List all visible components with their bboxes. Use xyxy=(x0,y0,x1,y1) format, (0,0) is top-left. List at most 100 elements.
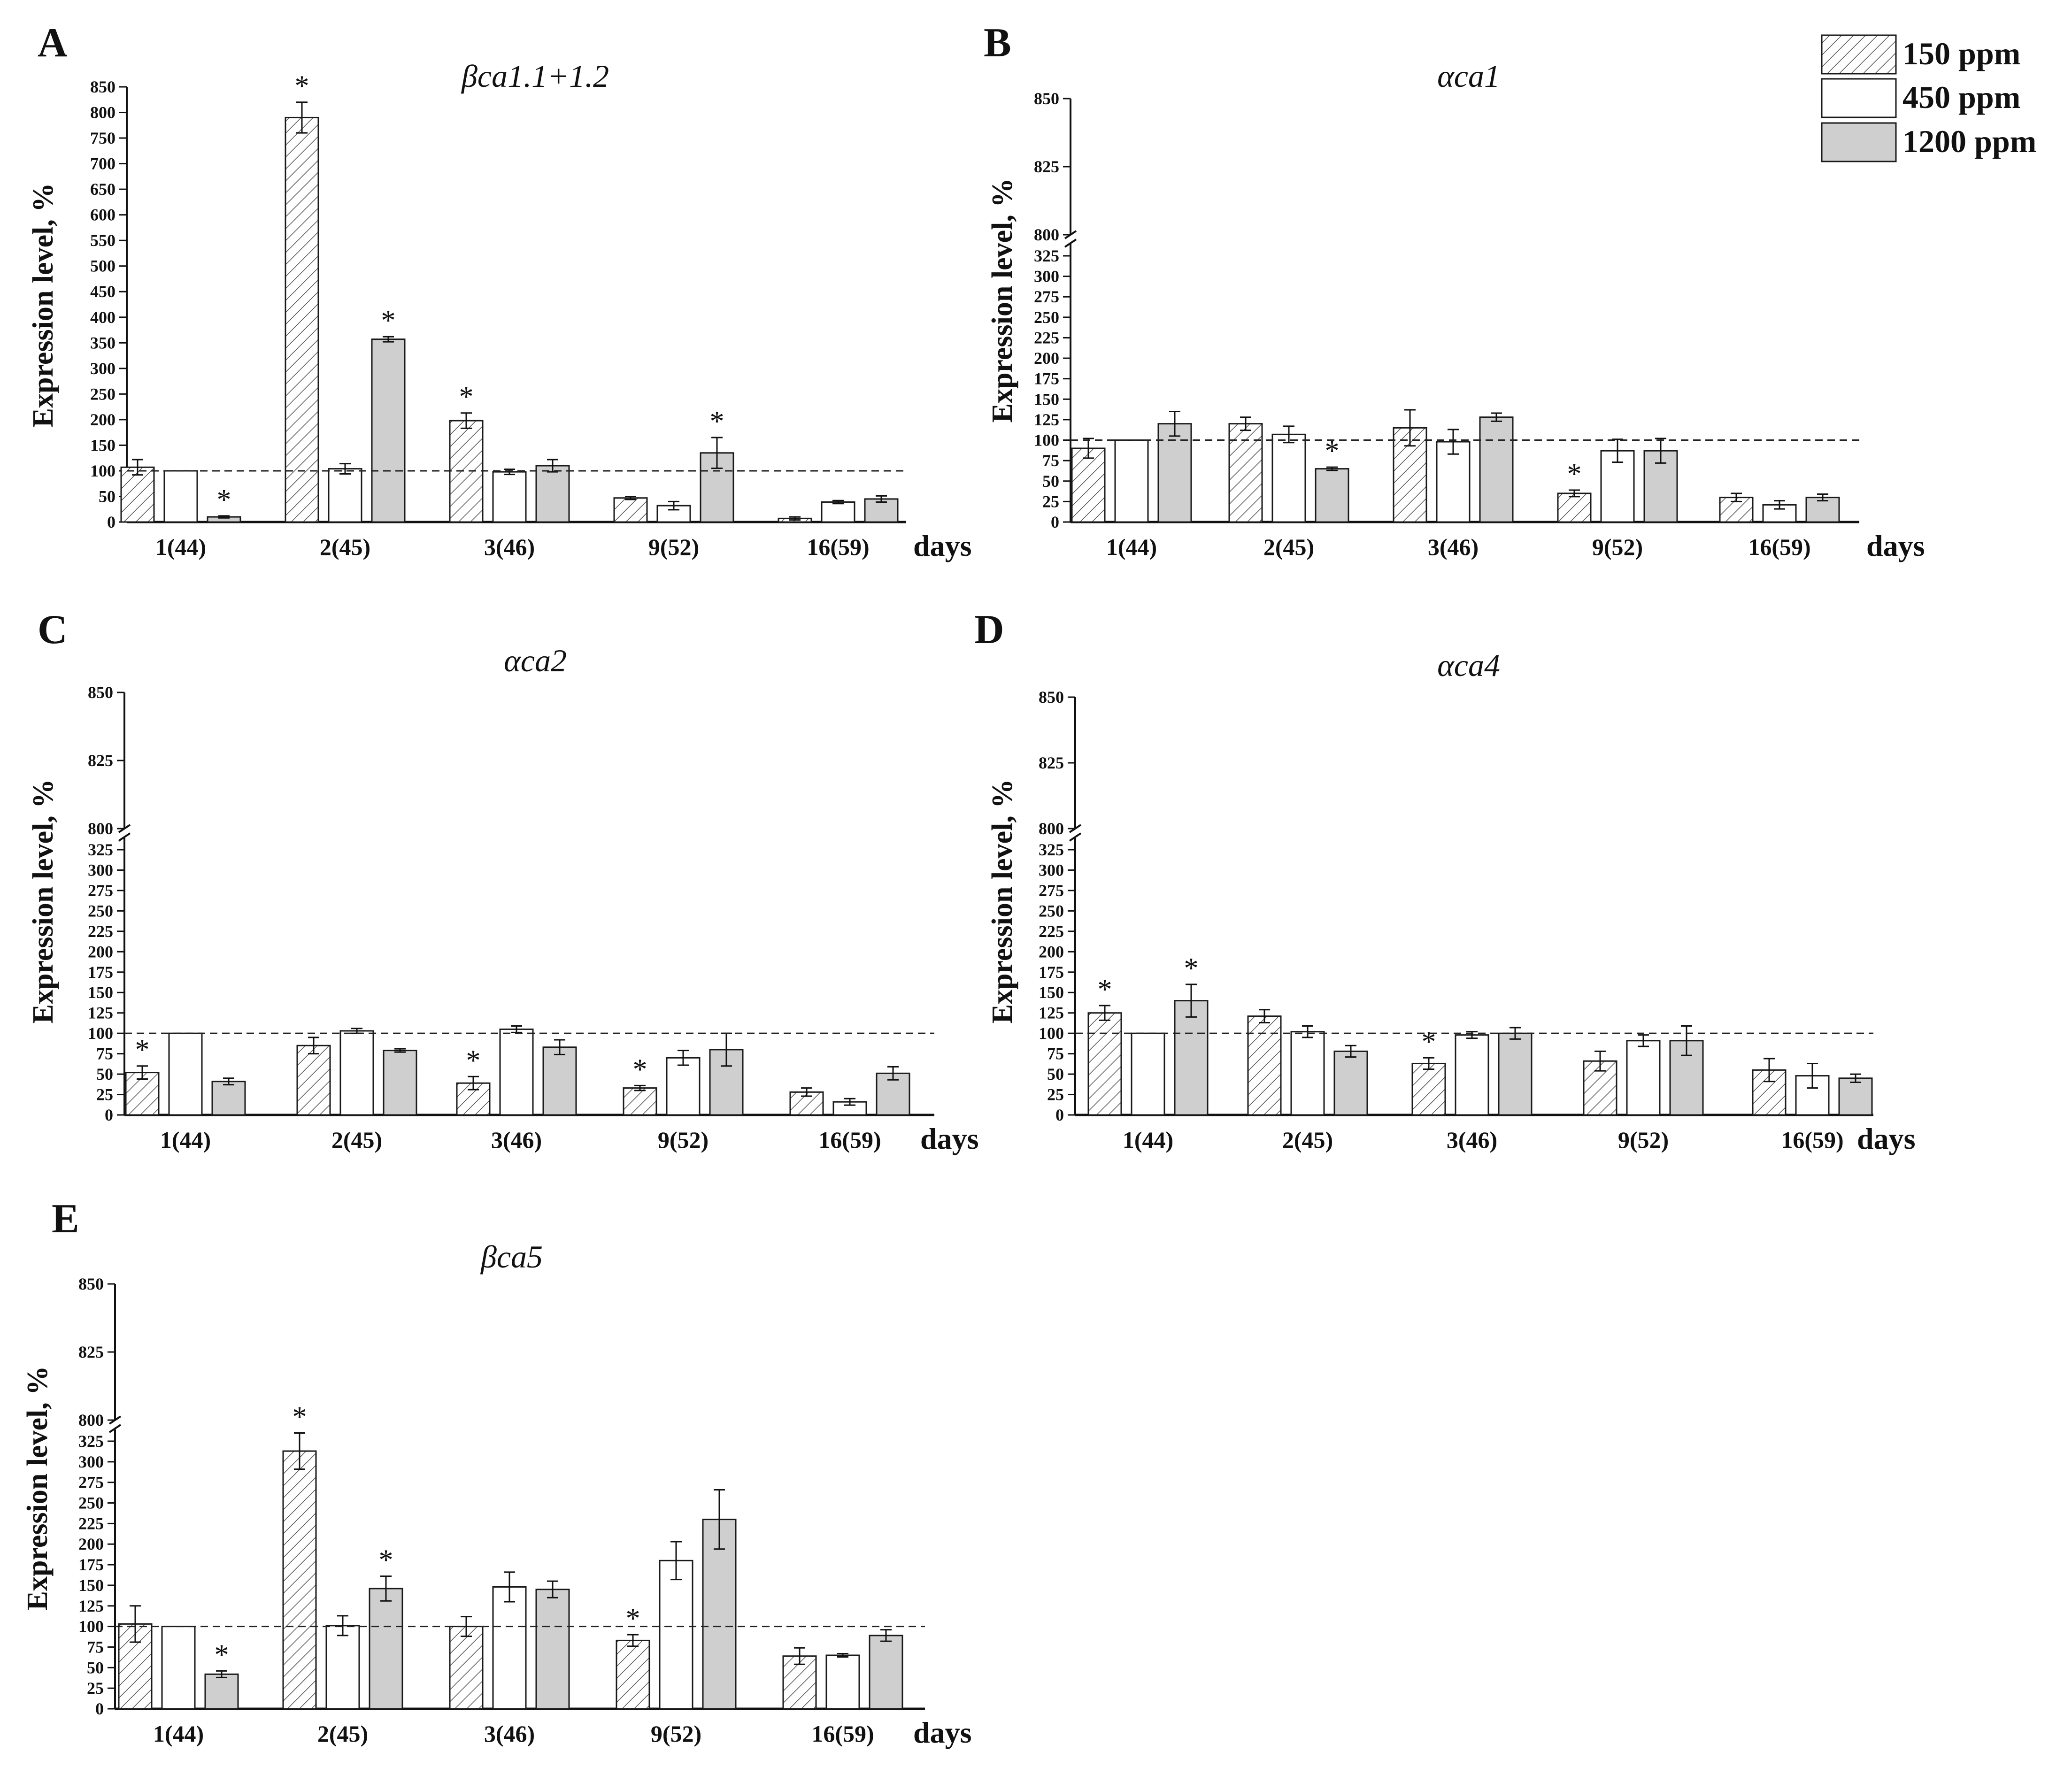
y-tick-label: 200 xyxy=(90,410,116,429)
y-tick-label: 100 xyxy=(1039,1024,1064,1043)
y-tick-label: 750 xyxy=(90,129,116,147)
significance-marker: * xyxy=(215,1639,229,1671)
y-tick-label: 800 xyxy=(88,819,113,838)
bar xyxy=(285,116,319,523)
bar xyxy=(1131,1032,1165,1116)
y-axis: 0255075100125150175200225250275300325800… xyxy=(1039,688,1082,1124)
y-tick-label: 400 xyxy=(90,308,116,327)
bar xyxy=(204,1673,239,1710)
y-tick-label: 250 xyxy=(1039,901,1064,920)
y-tick-label: 0 xyxy=(1051,513,1059,531)
x-tick-label: 2(45) xyxy=(1263,534,1314,560)
axis-break-mark xyxy=(108,1424,122,1433)
legend-swatch xyxy=(1821,122,1897,162)
bar xyxy=(821,501,855,523)
bar xyxy=(1479,416,1514,523)
bar xyxy=(1114,439,1149,523)
y-tick-label: 225 xyxy=(1039,922,1064,941)
x-tick-label: 9(52) xyxy=(651,1721,701,1747)
significance-marker: * xyxy=(459,381,474,413)
y-tick-label: 450 xyxy=(90,282,116,301)
significance-marker: * xyxy=(710,406,724,438)
y-tick-label: 100 xyxy=(88,1024,113,1043)
panel-letter: A xyxy=(38,20,68,66)
bar xyxy=(1411,1062,1446,1116)
significance-marker: * xyxy=(466,1045,481,1076)
bar xyxy=(492,1586,527,1710)
bar xyxy=(1557,492,1592,523)
y-tick-label: 50 xyxy=(87,1658,104,1677)
significance-marker: * xyxy=(293,1401,307,1433)
bar xyxy=(702,1519,737,1710)
bars: * * * xyxy=(1087,953,1873,1116)
x-tick-label: 1(44) xyxy=(160,1127,211,1153)
panel-title: αca2 xyxy=(504,643,567,678)
panel-letter: C xyxy=(38,607,68,653)
y-tick-label: 100 xyxy=(1034,431,1059,450)
x-tick-label: 3(46) xyxy=(491,1127,542,1153)
y-tick-label: 0 xyxy=(107,513,116,531)
legend-swatch xyxy=(1821,34,1897,75)
y-tick-label: 700 xyxy=(90,154,116,173)
significance-marker: * xyxy=(295,70,309,102)
significance-marker: * xyxy=(379,1544,393,1576)
y-tick-label: 125 xyxy=(1039,1004,1064,1022)
bar xyxy=(666,1057,701,1116)
y-tick-label: 300 xyxy=(1039,860,1064,879)
x-tick-label: 3(46) xyxy=(484,534,535,560)
bar xyxy=(1271,433,1306,523)
y-tick-label: 850 xyxy=(90,77,116,96)
y-axis-label: Expression level, % xyxy=(986,779,1018,1024)
y-tick-label: 200 xyxy=(78,1535,104,1553)
legend: 150 ppm 450 ppm 1200 ppm xyxy=(1821,34,2036,162)
significance-marker: * xyxy=(1184,953,1199,984)
bars: ** xyxy=(1071,409,1840,523)
y-tick-label: 125 xyxy=(1034,410,1059,429)
bar xyxy=(1498,1032,1533,1116)
legend-swatch xyxy=(1821,78,1897,118)
significance-marker: * xyxy=(381,305,396,337)
y-axis: 0255075100125150175200225250275300325800… xyxy=(1034,89,1077,531)
y-axis-label: Expression level, % xyxy=(22,1366,54,1611)
x-tick-label: 9(52) xyxy=(658,1127,709,1153)
bar xyxy=(623,1087,657,1116)
y-tick-label: 150 xyxy=(78,1576,104,1595)
x-tick-label: 2(45) xyxy=(331,1127,382,1153)
bar xyxy=(1436,441,1471,523)
y-tick-label: 850 xyxy=(88,683,113,702)
bar xyxy=(328,468,362,523)
panel-letter: D xyxy=(974,607,1004,653)
y-tick-label: 850 xyxy=(1039,688,1064,707)
bar xyxy=(1087,1012,1122,1116)
y-tick-label: 650 xyxy=(90,180,116,199)
y-tick-label: 825 xyxy=(78,1343,104,1361)
bar xyxy=(499,1028,534,1116)
y-tick-label: 0 xyxy=(105,1106,113,1124)
y-tick-label: 300 xyxy=(78,1452,104,1471)
x-axis-unit: days xyxy=(1857,1122,1916,1155)
y-tick-label: 50 xyxy=(1047,1065,1064,1083)
y-tick-label: 300 xyxy=(88,860,113,879)
bar xyxy=(369,1588,403,1710)
y-tick-label: 225 xyxy=(78,1514,104,1533)
y-tick-label: 325 xyxy=(88,840,113,859)
y-axis: 0255075100125150175200225250275300325800… xyxy=(78,1275,122,1718)
y-tick-label: 250 xyxy=(78,1494,104,1513)
y-tick-label: 825 xyxy=(88,751,113,770)
x-tick-label: 9(52) xyxy=(648,534,699,560)
bar xyxy=(1805,497,1840,523)
y-tick-label: 200 xyxy=(1034,349,1059,368)
x-tick-label: 16(59) xyxy=(818,1127,881,1153)
y-tick-label: 850 xyxy=(1034,89,1059,108)
bar xyxy=(339,1030,374,1116)
significance-marker: * xyxy=(135,1034,150,1066)
bar xyxy=(163,470,198,523)
x-axis-unit: days xyxy=(920,1122,979,1155)
y-tick-label: 75 xyxy=(96,1045,113,1063)
bar xyxy=(1228,423,1263,523)
legend-label: 150 ppm xyxy=(1903,36,2020,71)
bar xyxy=(296,1045,331,1116)
